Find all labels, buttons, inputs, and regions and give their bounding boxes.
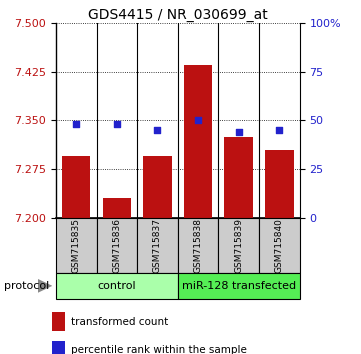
- Text: percentile rank within the sample: percentile rank within the sample: [71, 346, 247, 354]
- Text: transformed count: transformed count: [71, 317, 169, 327]
- Bar: [178, 273, 300, 299]
- Text: GSM715840: GSM715840: [275, 218, 284, 273]
- Bar: [103, 198, 131, 218]
- Bar: [225, 137, 253, 218]
- Bar: [259, 218, 300, 273]
- Bar: [184, 65, 212, 218]
- Text: GSM715836: GSM715836: [112, 218, 121, 273]
- Point: [155, 127, 160, 133]
- Title: GDS4415 / NR_030699_at: GDS4415 / NR_030699_at: [88, 8, 268, 22]
- Bar: [97, 218, 137, 273]
- Bar: [178, 218, 218, 273]
- Polygon shape: [38, 279, 52, 293]
- Text: protocol: protocol: [4, 281, 49, 291]
- Point: [195, 118, 201, 123]
- Bar: [52, 341, 65, 354]
- Bar: [56, 273, 178, 299]
- Point: [114, 121, 120, 127]
- Point: [73, 121, 79, 127]
- Text: miR-128 transfected: miR-128 transfected: [182, 281, 296, 291]
- Bar: [143, 156, 172, 218]
- Text: GSM715835: GSM715835: [72, 218, 81, 273]
- Bar: [265, 149, 293, 218]
- Text: GSM715839: GSM715839: [234, 218, 243, 273]
- Point: [236, 129, 242, 135]
- Bar: [56, 218, 97, 273]
- Point: [277, 127, 282, 133]
- Bar: [52, 312, 65, 331]
- Bar: [137, 218, 178, 273]
- Bar: [62, 156, 91, 218]
- Text: GSM715838: GSM715838: [193, 218, 203, 273]
- Bar: [218, 218, 259, 273]
- Text: control: control: [97, 281, 136, 291]
- Text: GSM715837: GSM715837: [153, 218, 162, 273]
